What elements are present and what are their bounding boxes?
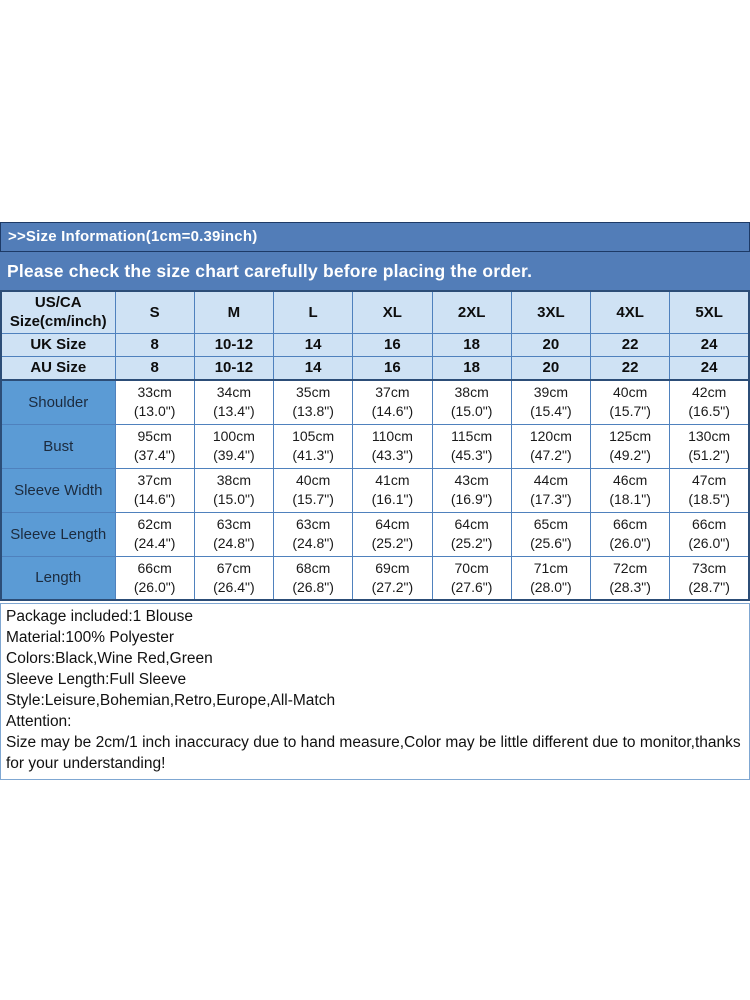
measurement-cell: 47cm (18.5") (669, 467, 750, 513)
measurement-cell: 37cm (14.6") (114, 467, 195, 513)
uk-size-value: 8 (114, 332, 195, 357)
measurement-cell: 46cm (18.1") (589, 467, 671, 513)
measurement-cell: 67cm (26.4") (193, 555, 275, 601)
measurement-cell: 40cm (15.7") (589, 379, 671, 425)
measurement-cell: 64cm (25.2") (352, 511, 433, 557)
measurement-cell: 38cm (15.0") (193, 467, 275, 513)
measurement-cell: 62cm (24.4") (114, 511, 195, 557)
detail-attention-label: Attention: (6, 713, 72, 730)
detail-sleeve-length: Sleeve Length:Full Sleeve (6, 671, 187, 688)
sleeve-length-row: Sleeve Length 62cm (24.4") 63cm (24.8") 63… (0, 511, 750, 557)
au-size-value: 8 (114, 355, 195, 381)
measurement-cell: 115cm (45.3") (431, 423, 512, 469)
measurement-cell: 130cm (51.2") (669, 423, 750, 469)
uk-size-value: 16 (352, 332, 433, 357)
au-size-row: AU Size 8 10-12 14 16 18 20 22 24 (0, 355, 750, 381)
au-size-value: 22 (589, 355, 671, 381)
au-size-value: 20 (510, 355, 592, 381)
measurement-cell: 39cm (15.4") (510, 379, 592, 425)
length-row: Length 66cm (26.0") 67cm (26.4") 68cm (26.8… (0, 555, 750, 601)
measurement-cell: 33cm (13.0") (114, 379, 195, 425)
uk-size-value: 24 (669, 332, 750, 357)
measurement-cell: 43cm (16.9") (431, 467, 512, 513)
detail-style: Style:Leisure,Bohemian,Retro,Europe,All-… (6, 692, 336, 709)
uk-size-value: 14 (272, 332, 354, 357)
bust-row-label: Bust (0, 423, 116, 469)
measurement-cell: 125cm (49.2") (589, 423, 671, 469)
measurement-cell: 40cm (15.7") (272, 467, 354, 513)
measurement-cell: 63cm (24.8") (272, 511, 354, 557)
measurement-cell: 66cm (26.0") (114, 555, 195, 601)
uk-size-value: 22 (589, 332, 671, 357)
uk-size-value: 18 (431, 332, 512, 357)
measurement-cell: 71cm (28.0") (510, 555, 592, 601)
size-column-header-xl: XL (352, 290, 433, 334)
uk-size-value: 10-12 (193, 332, 275, 357)
shoulder-row: Shoulder 33cm (13.0") 34cm (13.4") 35cm (13… (0, 379, 750, 425)
measurement-cell: 66cm (26.0") (589, 511, 671, 557)
corner-header-cell: US/CA Size(cm/inch) (0, 290, 116, 334)
measurement-cell: 37cm (14.6") (352, 379, 433, 425)
au-size-row-label: AU Size (0, 355, 116, 381)
measurement-cell: 64cm (25.2") (431, 511, 512, 557)
measurement-cell: 65cm (25.6") (510, 511, 592, 557)
size-chart-table: US/CA Size(cm/inch) S M L XL 2XL 3XL 4XL… (0, 290, 750, 601)
au-size-value: 18 (431, 355, 512, 381)
measurement-cell: 63cm (24.8") (193, 511, 275, 557)
measurement-cell: 35cm (13.8") (272, 379, 354, 425)
uk-size-value: 20 (510, 332, 592, 357)
size-column-header-2xl: 2XL (431, 290, 512, 334)
measurement-cell: 100cm (39.4") (193, 423, 275, 469)
length-row-label: Length (0, 555, 116, 601)
detail-package-included: Package included:1 Blouse (6, 608, 193, 625)
bust-row: Bust 95cm (37.4") 100cm (39.4") 105cm (41.3… (0, 423, 750, 469)
size-column-header-m: M (193, 290, 275, 334)
size-column-header-s: S (114, 290, 195, 334)
measurement-cell: 38cm (15.0") (431, 379, 512, 425)
measurement-cell: 70cm (27.6") (431, 555, 512, 601)
au-size-value: 14 (272, 355, 354, 381)
size-column-header-l: L (272, 290, 354, 334)
measurement-cell: 120cm (47.2") (510, 423, 592, 469)
sleeve-width-row: Sleeve Width 37cm (14.6") 38cm (15.0") 40c… (0, 467, 750, 513)
detail-material: Material:100% Polyester (6, 629, 174, 646)
size-column-header-5xl: 5XL (669, 290, 750, 334)
measurement-cell: 95cm (37.4") (114, 423, 195, 469)
measurement-cell: 68cm (26.8") (272, 555, 354, 601)
au-size-value: 24 (669, 355, 750, 381)
measurement-cell: 73cm (28.7") (669, 555, 750, 601)
product-details-box: Package included:1 Blouse Material:100% … (0, 603, 750, 780)
measurement-cell: 72cm (28.3") (589, 555, 671, 601)
au-size-value: 10-12 (193, 355, 275, 381)
size-information-title: >>Size Information(1cm=0.39inch) (0, 222, 750, 252)
measurement-cell: 110cm (43.3") (352, 423, 433, 469)
measurement-cell: 42cm (16.5") (669, 379, 750, 425)
measurement-cell: 41cm (16.1") (352, 467, 433, 513)
shoulder-row-label: Shoulder (0, 379, 116, 425)
size-column-header-4xl: 4XL (589, 290, 671, 334)
size-chart-notice: Please check the size chart carefully be… (7, 261, 533, 281)
corner-header-line2: Size(cm/inch) (9, 313, 107, 331)
measurement-cell: 105cm (41.3") (272, 423, 354, 469)
table-header-row: US/CA Size(cm/inch) S M L XL 2XL 3XL 4XL… (0, 290, 750, 334)
measurement-cell: 69cm (27.2") (352, 555, 433, 601)
detail-attention-text: Size may be 2cm/1 inch inaccuracy due to… (6, 734, 741, 772)
sleeve-length-row-label: Sleeve Length (0, 511, 116, 557)
corner-header-line1: US/CA (34, 294, 82, 312)
measurement-cell: 66cm (26.0") (669, 511, 750, 557)
measurement-cell: 34cm (13.4") (193, 379, 275, 425)
au-size-value: 16 (352, 355, 433, 381)
uk-size-row-label: UK Size (0, 332, 116, 357)
uk-size-row: UK Size 8 10-12 14 16 18 20 22 24 (0, 332, 750, 357)
size-column-header-3xl: 3XL (510, 290, 592, 334)
measurement-cell: 44cm (17.3") (510, 467, 592, 513)
sleeve-width-row-label: Sleeve Width (0, 467, 116, 513)
detail-colors: Colors:Black,Wine Red,Green (6, 650, 213, 667)
size-information-banner: >>Size Information(1cm=0.39inch) Please … (0, 222, 750, 290)
size-info-content: >>Size Information(1cm=0.39inch) Please … (0, 222, 750, 780)
